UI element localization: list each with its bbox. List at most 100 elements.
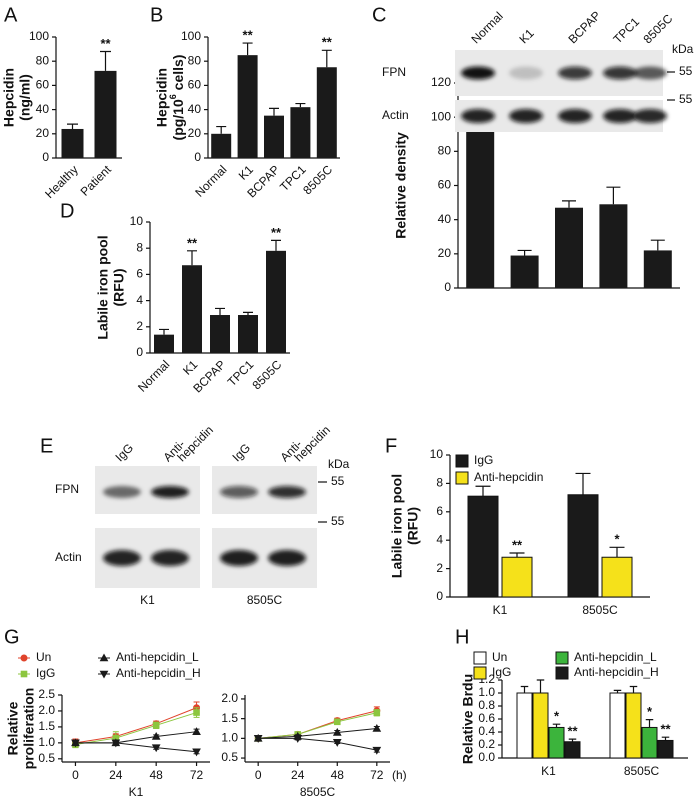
bar [237,55,258,158]
lane-label: BCPAP [565,8,603,46]
y-axis-title: Labile iron pool [95,235,111,339]
y-tick-label: 1.0 [38,735,55,749]
y-tick-label: 20 [188,126,202,140]
lane-label: 8505C [640,11,675,46]
bar [182,265,202,353]
significance: ** [660,722,671,737]
x-tick-label: K1 [541,764,556,778]
y-tick-label: 0.0 [478,750,495,764]
y-tick-label: 10 [130,214,144,228]
y-tick-label: 6 [136,267,143,281]
y-tick-label: 0.5 [221,750,238,764]
y-tick-label: 80 [438,144,452,158]
y-tick-label: 100 [431,109,451,123]
legend-label: IgG [492,665,511,679]
band [558,66,592,80]
error-bar [650,239,665,251]
marker [99,653,109,662]
marker [151,744,161,753]
significance: ** [322,35,333,50]
marker [193,709,200,716]
y-axis-title: proliferation [21,688,37,770]
group-label: K1 [140,593,155,607]
error-bar [216,125,227,134]
legend-label: Anti-hepcidin_H [574,665,659,679]
legend-swatch [473,666,487,680]
y-tick-label: 60 [36,78,50,92]
y-tick-label: 0 [436,589,443,603]
y-tick-label: 100 [29,29,49,43]
superscript: 6 [168,94,178,99]
y-tick-label: 1.5 [221,711,238,725]
x-tick-label: 8505C [624,764,660,778]
band [103,550,141,566]
line [75,712,197,745]
x-tick-label: 48 [150,768,164,782]
lane-label: Normal [468,9,505,46]
band [151,550,189,566]
y-tick-label: 2.0 [221,691,238,705]
bar [238,315,258,353]
error-bar [575,472,591,495]
error-bar [187,250,197,266]
error-bar [517,249,532,256]
x-tick-label: Healthy [42,162,81,201]
line [258,728,377,739]
line [258,737,377,751]
y-axis-title: Relative Brdu [460,674,476,764]
row-label: Actin [382,108,409,122]
bar [290,107,311,158]
unit-label: kDa [328,457,350,471]
band [603,109,637,123]
bar [548,726,565,759]
band [509,109,543,123]
band [558,109,592,123]
line [258,712,377,739]
y-tick-label: 40 [36,102,50,116]
y-tick-label: 40 [188,102,202,116]
error-bar [661,736,670,741]
band [603,66,637,80]
marker [372,723,382,732]
y-tick-label: 120 [431,75,451,89]
band [461,66,495,80]
size-label: 55 [331,514,345,528]
marker [332,738,342,747]
error-bar [562,200,576,208]
size-label: 55 [679,92,693,106]
significance: ** [243,27,254,42]
y-axis-title: Hepcidin [1,68,17,127]
lane-label: K1 [516,26,537,47]
legend-label: IgG [474,453,493,467]
significance: ** [271,225,282,240]
band [268,550,306,566]
error-bar [271,239,281,251]
x-axis-title: K1 [129,785,144,799]
significance: ** [187,235,198,250]
panel-letter: F [385,435,397,457]
y-axis-title: Hepcidin [154,68,170,127]
error-bar [629,685,638,693]
band [103,486,141,498]
bar [154,334,174,353]
bar [266,250,286,353]
error-bar [509,552,525,558]
significance: ** [567,724,578,739]
marker [71,739,80,748]
y-tick-label: 20 [36,126,50,140]
error-bar [609,546,625,558]
significance: * [554,709,560,724]
legend-swatch [555,651,569,665]
x-tick-label: Normal [135,357,172,394]
y-tick-label: 60 [438,178,452,192]
x-tick-label: 24 [109,768,123,782]
legend-label: IgG [36,666,55,680]
lane-label: IgG [112,441,136,465]
lane-label: TPC1 [610,15,642,47]
y-tick-label: 1.5 [38,719,55,733]
panel-letter: G [4,626,20,648]
panel-letter: E [40,435,53,457]
y-axis-title: Relative [5,701,21,755]
size-label: 55 [331,474,345,488]
